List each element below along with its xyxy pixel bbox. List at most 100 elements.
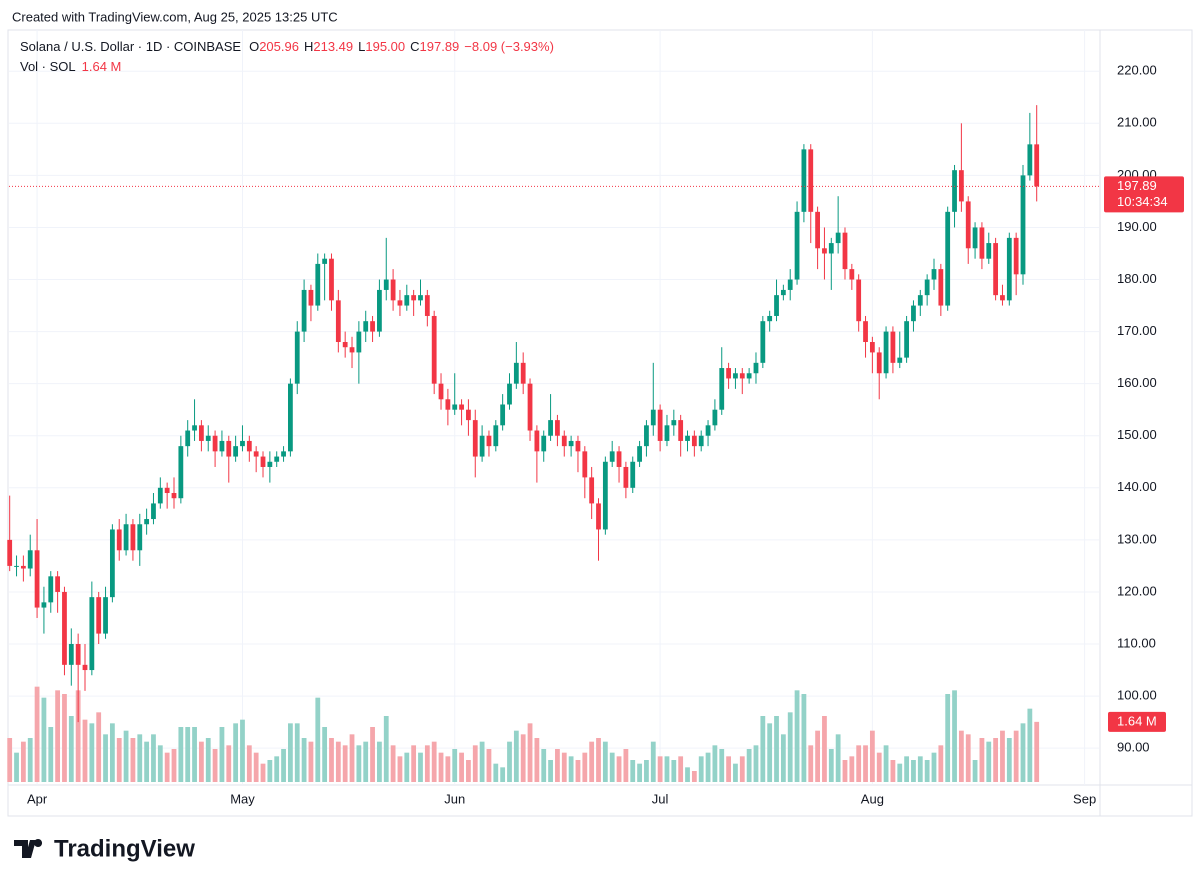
candle-body (548, 420, 553, 436)
candle-body (68, 644, 74, 665)
candle-body (842, 232, 848, 270)
candle-body (931, 269, 937, 280)
volume-bar (7, 738, 13, 782)
y-tick-label: 100.00 (1117, 688, 1157, 703)
y-tick-label: 210.00 (1117, 115, 1157, 130)
candle-body (691, 435, 697, 447)
candle-body (507, 383, 512, 405)
countdown-label: 10:34:34 (1117, 194, 1168, 209)
candle-body (308, 289, 314, 306)
volume-bar (240, 719, 245, 782)
volume-title: Vol · SOL (20, 59, 76, 74)
volume-bar (931, 752, 937, 782)
ohlc-value: 195.00 (365, 39, 405, 54)
volume-bar (48, 727, 54, 782)
volume-bar (103, 734, 108, 782)
y-tick-label: 110.00 (1117, 635, 1156, 650)
volume-bar (1020, 723, 1026, 782)
volume-bar (198, 741, 204, 782)
candle-body (342, 342, 348, 348)
candle-body (883, 331, 889, 374)
candle-body (767, 315, 773, 322)
volume-bar (424, 745, 430, 782)
volume-bar (20, 741, 26, 782)
volume-bar (1000, 730, 1005, 782)
candle-body (1020, 175, 1026, 275)
candle-body (424, 295, 430, 316)
x-tick-label: Sep (1073, 791, 1096, 806)
volume-bar (507, 741, 512, 782)
volume-bar (527, 723, 533, 782)
candle-body (753, 362, 759, 374)
ohlc-value: 205.96 (259, 39, 299, 54)
volume-bar (171, 749, 177, 782)
volume-bar (979, 738, 985, 782)
volume-bar (130, 738, 136, 782)
volume-bar (335, 741, 341, 782)
candle-body (849, 269, 855, 280)
volume-bar (363, 741, 369, 782)
volume-bar (370, 727, 375, 782)
volume-bar (1006, 738, 1012, 782)
volume-bar (253, 752, 259, 782)
y-tick-label: 130.00 (1117, 531, 1157, 546)
volume-bar (767, 723, 773, 782)
candle-body (890, 331, 896, 363)
volume-bar (383, 716, 389, 782)
volume-bar (780, 734, 786, 782)
candle-body (226, 440, 232, 457)
candle-body (897, 357, 903, 363)
y-tick-label: 180.00 (1117, 271, 1157, 286)
brand: TradingView (54, 835, 195, 862)
candle-body (171, 493, 177, 499)
volume-bar (685, 767, 690, 782)
candle-body (431, 315, 437, 384)
candle-body (486, 435, 492, 447)
volume-bar (917, 756, 923, 782)
volume-bar (938, 745, 944, 782)
candle-body (986, 243, 992, 259)
candle-body (466, 409, 471, 421)
volume-bar (678, 756, 684, 782)
volume-bar (89, 723, 95, 782)
volume-bar (486, 749, 492, 782)
volume-bar (246, 745, 252, 782)
candle-body (493, 425, 499, 447)
candle-body (609, 451, 615, 462)
candle-body (411, 295, 417, 301)
candle-body (329, 258, 334, 301)
candle-body (712, 409, 718, 426)
candle-body (520, 362, 526, 384)
volume-bar (294, 723, 300, 782)
volume-bar (705, 752, 711, 782)
volume-bar (890, 760, 896, 782)
candle-body (260, 456, 266, 467)
volume-bar (349, 734, 355, 782)
volume-bar (431, 741, 437, 782)
volume-bar (548, 760, 553, 782)
candle-body (657, 409, 663, 441)
chart-frame (7, 29, 1193, 817)
candle-body (151, 503, 156, 520)
y-tick-label: 90.00 (1117, 740, 1150, 755)
candle-body (335, 300, 341, 343)
volume-bar (390, 745, 396, 782)
candle-body (34, 550, 40, 608)
volume-bar (568, 756, 574, 782)
volume-bar (14, 752, 19, 782)
volume-bar (445, 756, 451, 782)
volume-bar (616, 756, 622, 782)
volume-bar (274, 756, 280, 782)
candle-body (109, 529, 115, 598)
candle-body (205, 435, 211, 441)
volume-bar (828, 749, 834, 782)
volume-bar (472, 745, 478, 782)
volume-bar (712, 745, 718, 782)
candle-body (164, 487, 170, 494)
symbol-name: Solana / U.S. Dollar · 1D · COINBASE (20, 39, 241, 54)
candle-body (96, 597, 102, 634)
volume-bar (1027, 708, 1033, 782)
volume-bar (185, 727, 191, 782)
volume-bar (55, 690, 61, 782)
x-tick-label: Apr (27, 791, 48, 806)
